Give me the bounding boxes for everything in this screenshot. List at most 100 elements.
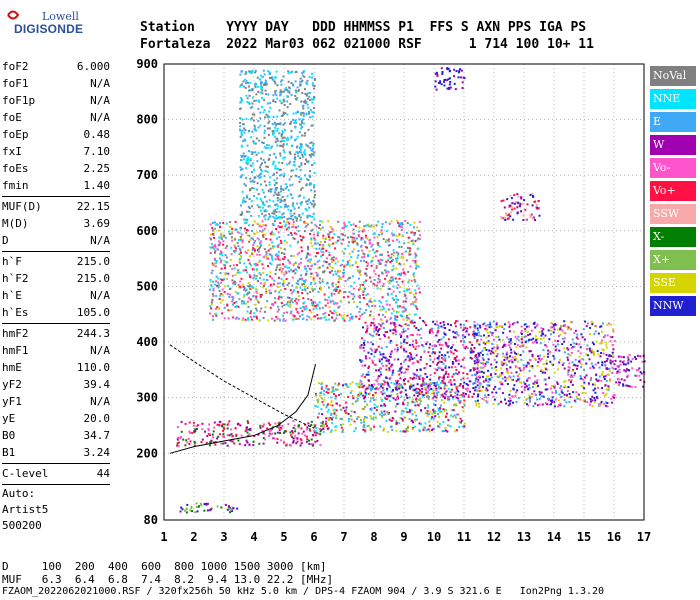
param-value: 2.25 xyxy=(83,162,111,175)
echo-point xyxy=(298,175,300,178)
echo-point xyxy=(485,336,488,339)
echo-point xyxy=(544,344,547,347)
echo-point xyxy=(448,88,451,91)
echo-point xyxy=(440,410,443,413)
param-row: foE N/A xyxy=(2,109,110,126)
echo-point xyxy=(455,368,458,371)
echo-point xyxy=(288,86,291,89)
echo-point xyxy=(324,240,326,243)
param-value: 110.0 xyxy=(76,361,110,374)
echo-point xyxy=(536,404,539,407)
echo-point xyxy=(517,201,520,204)
echo-point xyxy=(576,364,579,367)
echo-point xyxy=(293,212,296,215)
echo-point xyxy=(297,295,300,297)
echo-point xyxy=(312,429,315,432)
echo-point xyxy=(352,241,355,244)
echo-point xyxy=(288,217,291,220)
echo-point xyxy=(348,259,351,262)
echo-point xyxy=(241,211,244,214)
echo-point xyxy=(388,304,391,307)
echo-point xyxy=(311,216,314,218)
echo-point xyxy=(258,224,261,227)
echo-point xyxy=(240,237,242,240)
echo-point xyxy=(250,200,253,203)
echo-point xyxy=(220,251,223,254)
echo-point xyxy=(301,284,304,287)
echo-point xyxy=(239,125,242,128)
echo-point xyxy=(448,83,451,86)
echo-point xyxy=(248,129,251,132)
echo-point xyxy=(521,391,523,394)
echo-point xyxy=(293,436,296,439)
echo-point xyxy=(260,225,263,228)
echo-point xyxy=(272,161,275,163)
echo-point xyxy=(346,314,349,317)
echo-point xyxy=(472,331,475,334)
echo-point xyxy=(235,317,238,320)
echo-point xyxy=(441,368,443,371)
echo-point xyxy=(299,219,302,222)
echo-point xyxy=(523,401,526,404)
echo-point xyxy=(316,273,319,276)
echo-point xyxy=(484,389,487,392)
echo-point xyxy=(601,361,604,364)
echo-point xyxy=(292,264,295,267)
echo-point xyxy=(369,415,372,418)
echo-point xyxy=(259,74,262,77)
echo-point xyxy=(282,98,285,101)
echo-point xyxy=(248,94,251,97)
echo-point xyxy=(395,301,398,304)
echo-point xyxy=(302,107,305,110)
echo-point xyxy=(246,101,249,103)
echo-point xyxy=(519,369,522,372)
echo-point xyxy=(478,353,480,356)
echo-point xyxy=(277,305,280,308)
echo-point xyxy=(415,400,418,403)
echo-point xyxy=(273,217,276,220)
echo-point xyxy=(243,288,245,291)
echo-point xyxy=(452,336,455,339)
echo-point xyxy=(310,237,313,240)
echo-point xyxy=(415,345,418,348)
echo-point xyxy=(611,401,614,404)
echo-point xyxy=(247,205,250,208)
echo-point xyxy=(263,204,266,206)
echo-point xyxy=(368,242,371,245)
echo-point xyxy=(578,397,581,400)
echo-point xyxy=(511,208,514,211)
echo-point xyxy=(406,335,409,338)
param-label: h`F2 xyxy=(2,272,29,285)
echo-point xyxy=(299,148,302,151)
echo-point xyxy=(256,299,259,302)
echo-point xyxy=(281,196,284,198)
echo-point xyxy=(294,299,297,302)
echo-point xyxy=(321,226,324,229)
echo-point xyxy=(434,72,437,75)
echo-point xyxy=(361,364,364,367)
echo-point xyxy=(394,398,397,401)
echo-point xyxy=(411,378,414,381)
echo-point xyxy=(538,398,541,400)
echo-point xyxy=(453,414,456,417)
echo-point xyxy=(245,94,248,97)
echo-point xyxy=(409,333,412,336)
echo-point xyxy=(297,206,300,209)
echo-point xyxy=(385,368,388,371)
echo-point xyxy=(283,304,286,307)
echo-point xyxy=(510,371,513,374)
echo-point xyxy=(412,384,415,387)
echo-point xyxy=(361,230,364,233)
echo-point xyxy=(444,383,447,386)
echo-point xyxy=(290,292,293,295)
param-row: yE 20.0 xyxy=(2,410,110,427)
echo-point xyxy=(314,301,317,304)
echo-point xyxy=(549,387,552,390)
echo-point xyxy=(446,397,449,400)
echo-point xyxy=(400,255,403,258)
echo-point xyxy=(281,140,284,142)
echo-point xyxy=(626,356,629,359)
echo-point xyxy=(265,144,268,147)
echo-point xyxy=(339,238,342,241)
echo-point xyxy=(387,292,390,295)
